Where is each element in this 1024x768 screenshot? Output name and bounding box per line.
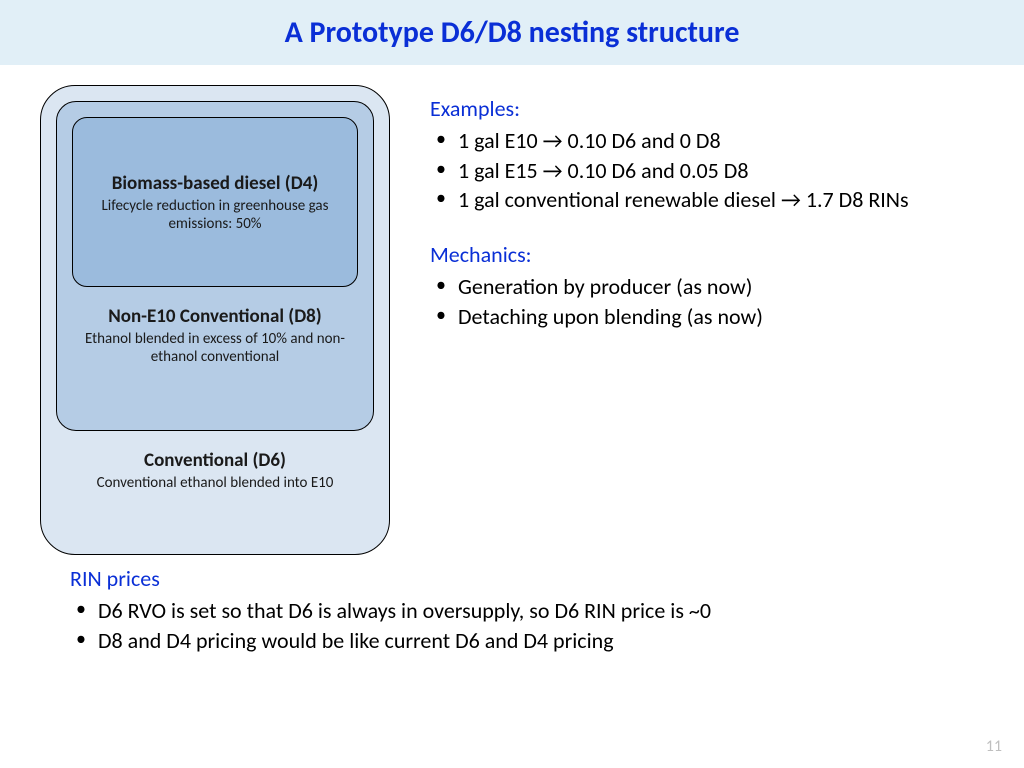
rin-prices-heading: RIN prices <box>70 565 964 592</box>
list-item: 1 gal E10 → 0.10 D6 and 0 D8 <box>430 126 984 156</box>
d4-subtitle: Lifecycle reduction in greenhouse gas em… <box>83 195 347 233</box>
d8-title: Non-E10 Conventional (D8) <box>72 305 358 328</box>
d6-label-area: Conventional (D6) Conventional ethanol b… <box>56 431 374 492</box>
slide-title: A Prototype D6/D8 nesting structure <box>0 14 1024 51</box>
list-item: Generation by producer (as now) <box>430 272 984 302</box>
d8-subtitle: Ethanol blended in excess of 10% and non… <box>72 328 358 366</box>
nesting-box-d4: Biomass-based diesel (D4) Lifecycle redu… <box>72 117 358 287</box>
text-column: Examples: 1 gal E10 → 0.10 D6 and 0 D8 1… <box>430 85 984 555</box>
mechanics-heading: Mechanics: <box>430 241 984 268</box>
d6-subtitle: Conventional ethanol blended into E10 <box>56 472 374 492</box>
list-item: 1 gal E15 → 0.10 D6 and 0.05 D8 <box>430 156 984 186</box>
examples-heading: Examples: <box>430 95 984 122</box>
list-item: D6 RVO is set so that D6 is always in ov… <box>70 596 964 626</box>
nesting-box-d6: Biomass-based diesel (D4) Lifecycle redu… <box>40 85 390 555</box>
list-item: 1 gal conventional renewable diesel → 1.… <box>430 185 984 215</box>
diagram-column: Biomass-based diesel (D4) Lifecycle redu… <box>40 85 400 555</box>
content-row: Biomass-based diesel (D4) Lifecycle redu… <box>0 65 1024 555</box>
nesting-box-d8: Biomass-based diesel (D4) Lifecycle redu… <box>56 101 374 431</box>
d4-title: Biomass-based diesel (D4) <box>112 172 319 195</box>
rin-prices-list: D6 RVO is set so that D6 is always in ov… <box>70 596 964 655</box>
examples-list: 1 gal E10 → 0.10 D6 and 0 D8 1 gal E15 →… <box>430 126 984 215</box>
page-number: 11 <box>986 737 1002 756</box>
d8-label-area: Non-E10 Conventional (D8) Ethanol blende… <box>72 287 358 366</box>
mechanics-list: Generation by producer (as now) Detachin… <box>430 272 984 331</box>
d6-title: Conventional (D6) <box>56 449 374 472</box>
list-item: Detaching upon blending (as now) <box>430 302 984 332</box>
bottom-block: RIN prices D6 RVO is set so that D6 is a… <box>0 555 1024 655</box>
title-bar: A Prototype D6/D8 nesting structure <box>0 0 1024 65</box>
list-item: D8 and D4 pricing would be like current … <box>70 626 964 656</box>
